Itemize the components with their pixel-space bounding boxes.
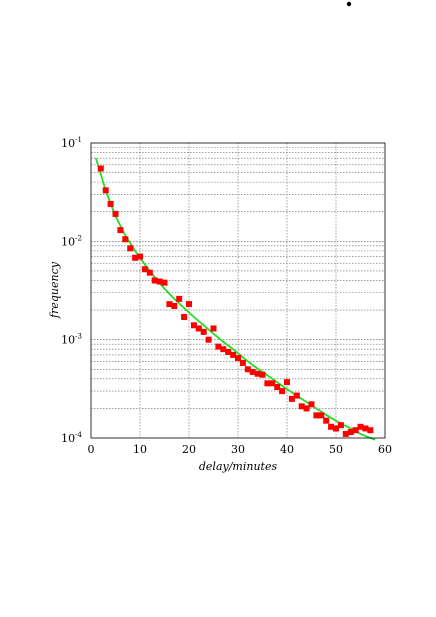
y-axis-label: frequency [48, 261, 61, 319]
scatter-point [141, 266, 148, 273]
x-ticks: 0 10 20 30 40 50 60 [88, 443, 393, 456]
scatter-point [342, 430, 349, 437]
scatter-point [117, 227, 124, 234]
scatter-point [357, 423, 364, 430]
scatter-point [190, 322, 197, 329]
scatter-point [137, 253, 143, 260]
x-axis-label: delay/minutes [199, 460, 278, 473]
scatter-point [210, 325, 217, 332]
scatter-point [171, 302, 178, 309]
scatter-point [293, 392, 300, 399]
y-tick-label: 10-1 [61, 136, 82, 150]
scatter-point [225, 348, 232, 355]
scatter-point [146, 269, 153, 276]
scatter-point [347, 429, 354, 436]
scatter-point [195, 325, 202, 332]
x-tick-label: 10 [133, 443, 147, 456]
scatter-point [318, 412, 325, 419]
scatter-point [200, 328, 207, 335]
x-tick-label: 50 [329, 443, 343, 456]
scatter-point [337, 422, 344, 429]
x-tick-label: 0 [88, 443, 95, 456]
scatter-point [161, 279, 168, 286]
scatter-point [215, 343, 222, 350]
x-tick-label: 20 [182, 443, 196, 456]
scatter-point [362, 425, 369, 432]
scatter-point [249, 368, 256, 375]
x-tick-label: 30 [231, 443, 245, 456]
scatter-point [205, 336, 212, 343]
scatter-point [254, 370, 261, 377]
scatter-point [274, 384, 281, 391]
scatter-point [303, 405, 310, 412]
y-tick-label: 10-2 [61, 234, 82, 248]
y-ticks: 10-4 10-3 10-2 10-1 [61, 136, 82, 445]
scatter-point [132, 254, 139, 261]
scatter-point [220, 346, 227, 353]
scatter-point [244, 366, 251, 373]
plot-frame [90, 142, 386, 439]
y-tick-label: 10-4 [61, 431, 82, 445]
scatter-point [239, 359, 246, 366]
scatter-point [122, 236, 129, 243]
scatter-point [352, 427, 359, 434]
scatter-point [97, 165, 104, 172]
scatter-point [259, 371, 266, 378]
scatter-point [323, 417, 330, 424]
x-tick-label: 60 [378, 443, 392, 456]
grid [91, 143, 385, 438]
scatter-point [166, 301, 173, 308]
scatter-point [284, 379, 290, 386]
scatter-point [107, 200, 114, 207]
scatter-point [151, 277, 158, 284]
fit-line [95, 157, 376, 441]
scatter-point [288, 395, 295, 402]
scatter-point [298, 403, 305, 410]
scatter-point [235, 355, 241, 362]
scatter-point [367, 427, 374, 434]
x-tick-label: 40 [280, 443, 294, 456]
scatter-point [333, 425, 339, 432]
corner-dot [346, 1, 352, 7]
fit-line-layer [95, 157, 376, 441]
scatter-point [112, 210, 119, 217]
scatter-point [127, 245, 134, 252]
scatter-point [156, 278, 163, 285]
scatter-point [186, 301, 192, 308]
scatter-point [176, 295, 183, 302]
scatter-point [313, 412, 320, 419]
scatter-point [269, 380, 276, 387]
scatter-point [264, 380, 271, 387]
scatter-point [328, 423, 335, 430]
scatter-point [181, 314, 188, 321]
scatter-point [102, 187, 109, 194]
scatter-point [279, 388, 286, 395]
scatter-points [97, 165, 374, 437]
scatter-point [308, 401, 315, 408]
y-tick-label: 10-3 [61, 333, 82, 347]
scatter-point [230, 351, 237, 358]
